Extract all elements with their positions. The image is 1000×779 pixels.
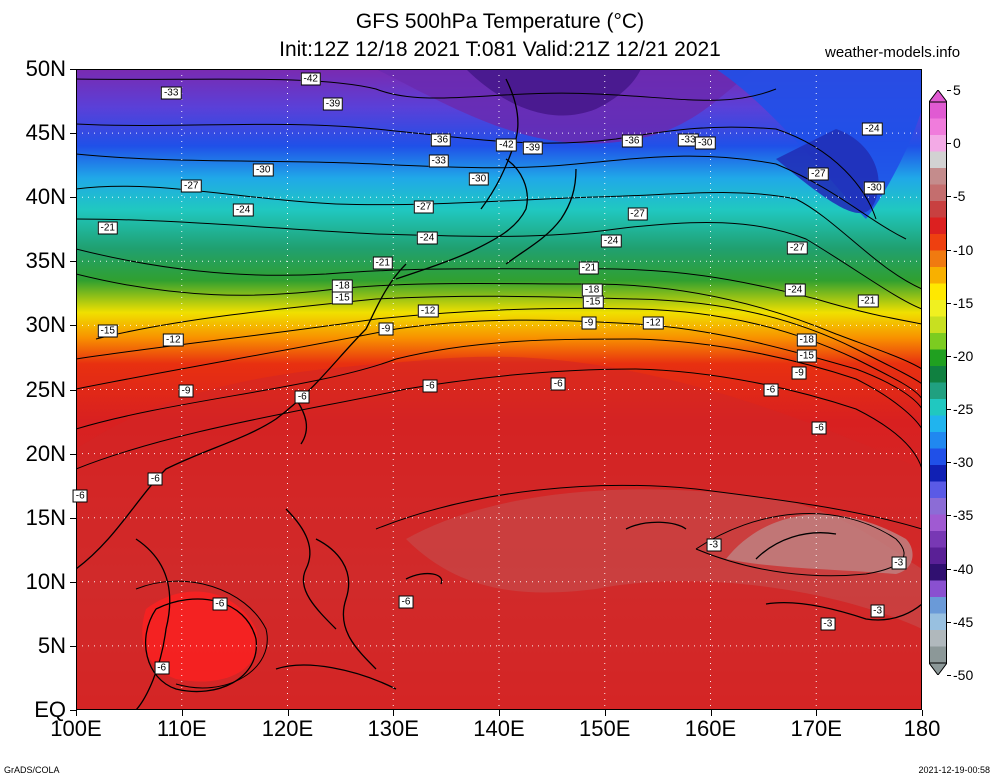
lon-tick bbox=[499, 710, 500, 716]
lat-label: 10N bbox=[25, 568, 66, 594]
footer-right: 2021-12-19-00:58 bbox=[918, 765, 990, 775]
lat-label: 35N bbox=[25, 248, 66, 274]
lat-label: 20N bbox=[25, 440, 66, 466]
colorbar-swatch bbox=[929, 250, 947, 268]
colorbar-label: -35 bbox=[953, 507, 974, 524]
lat-label: EQ bbox=[34, 697, 66, 722]
colorbar-label: -50 bbox=[953, 667, 974, 683]
lon-label: 140E bbox=[473, 716, 525, 741]
colorbar-tick bbox=[947, 409, 951, 411]
lon-label: 180 bbox=[903, 716, 941, 741]
lon-tick bbox=[604, 710, 606, 716]
colorbar bbox=[929, 90, 947, 675]
colorbar-swatch bbox=[929, 580, 947, 598]
colorbar-swatch bbox=[929, 465, 947, 482]
footer-left: GrADS/COLA bbox=[4, 765, 60, 775]
colorbar-swatch bbox=[929, 646, 947, 664]
lat-label: 45N bbox=[25, 120, 66, 146]
colorbar-min-arrow bbox=[929, 662, 947, 675]
colorbar-swatch bbox=[929, 366, 947, 383]
colorbar-swatch bbox=[929, 234, 947, 251]
lon-tick bbox=[287, 710, 289, 716]
colorbar-tick bbox=[947, 355, 951, 357]
colorbar-swatch bbox=[929, 267, 947, 284]
colorbar-swatch bbox=[929, 316, 947, 334]
colorbar-swatch bbox=[929, 184, 947, 202]
colorbar-label: 0 bbox=[953, 135, 961, 152]
map-subtitle: Init:12Z 12/18 2021 T:081 Valid:21Z 12/2… bbox=[279, 38, 721, 61]
cold-core-center bbox=[466, 69, 641, 116]
colorbar-swatch bbox=[929, 448, 947, 466]
lon-label: 150E bbox=[579, 716, 631, 741]
lon-label: 170E bbox=[790, 716, 842, 741]
colorbar-label: -5 bbox=[953, 188, 966, 205]
colorbar-label: -25 bbox=[953, 401, 974, 418]
site-credit: weather-models.info bbox=[825, 44, 961, 61]
colorbar-swatch bbox=[929, 432, 947, 449]
colorbar-swatch bbox=[929, 613, 947, 631]
lon-label: 110E bbox=[156, 716, 207, 741]
lon-label: 130E bbox=[367, 716, 419, 741]
lon-label: 160E bbox=[684, 716, 737, 741]
lon-tick bbox=[816, 710, 818, 716]
colorbar-swatch bbox=[929, 135, 947, 152]
colorbar-label: -30 bbox=[953, 454, 974, 471]
lon-label: 120E bbox=[261, 716, 314, 741]
colorbar-swatch bbox=[929, 399, 947, 416]
lat-label: 15N bbox=[25, 504, 66, 530]
colorbar-tick bbox=[947, 143, 951, 145]
colorbar-swatch bbox=[929, 201, 947, 218]
colorbar-label: 5 bbox=[953, 82, 961, 98]
lat-label: 5N bbox=[37, 632, 66, 658]
colorbar-max-arrow bbox=[929, 90, 947, 103]
colorbar-swatch bbox=[929, 217, 947, 235]
colorbar-swatch bbox=[929, 481, 947, 499]
colorbar-swatch bbox=[929, 564, 947, 581]
colorbar-label: -45 bbox=[953, 613, 974, 630]
colorbar-label: -40 bbox=[953, 560, 974, 577]
lat-tick bbox=[70, 710, 76, 711]
colorbar-tick bbox=[947, 249, 951, 251]
colorbar-tick bbox=[947, 90, 951, 91]
colorbar-tick bbox=[947, 621, 951, 623]
colorbar-label: -10 bbox=[953, 241, 974, 258]
colorbar-swatch bbox=[929, 102, 947, 119]
lat-label: 25N bbox=[25, 376, 66, 402]
colorbar-swatch bbox=[929, 547, 947, 565]
lon-tick bbox=[393, 710, 395, 716]
lon-tick bbox=[710, 710, 712, 716]
colorbar-swatch bbox=[929, 118, 947, 136]
colorbar-tick bbox=[947, 515, 951, 517]
colorbar-swatch bbox=[929, 283, 947, 301]
colorbar-swatch bbox=[929, 349, 947, 367]
lon-tick bbox=[922, 710, 923, 716]
colorbar-label: -20 bbox=[953, 347, 974, 364]
colorbar-tick bbox=[947, 462, 951, 464]
colorbar-swatch bbox=[929, 151, 947, 169]
colorbar-swatch bbox=[929, 415, 947, 433]
lon-tick bbox=[181, 710, 183, 716]
colorbar-swatch bbox=[929, 333, 947, 350]
lon-tick bbox=[76, 710, 77, 716]
colorbar-swatch bbox=[929, 382, 947, 400]
warm-patch bbox=[726, 514, 913, 574]
lon-label: 100E bbox=[50, 716, 102, 741]
lat-label: 30N bbox=[25, 312, 66, 338]
colorbar-swatch bbox=[929, 498, 947, 515]
colorbar-tick bbox=[947, 675, 951, 676]
temperature-map bbox=[76, 69, 922, 710]
colorbar-label: -15 bbox=[953, 294, 974, 311]
colorbar-tick bbox=[947, 302, 951, 304]
map-title: GFS 500hPa Temperature (°C) bbox=[355, 10, 645, 33]
colorbar-swatch bbox=[929, 597, 947, 614]
colorbar-swatch bbox=[929, 630, 947, 647]
colorbar-tick bbox=[947, 568, 951, 570]
colorbar-tick bbox=[947, 196, 951, 198]
colorbar-swatch bbox=[929, 514, 947, 532]
colorbar-swatch bbox=[929, 531, 947, 548]
colorbar-swatch bbox=[929, 168, 947, 185]
lat-label: 40N bbox=[25, 184, 66, 210]
colorbar-swatch bbox=[929, 300, 947, 317]
